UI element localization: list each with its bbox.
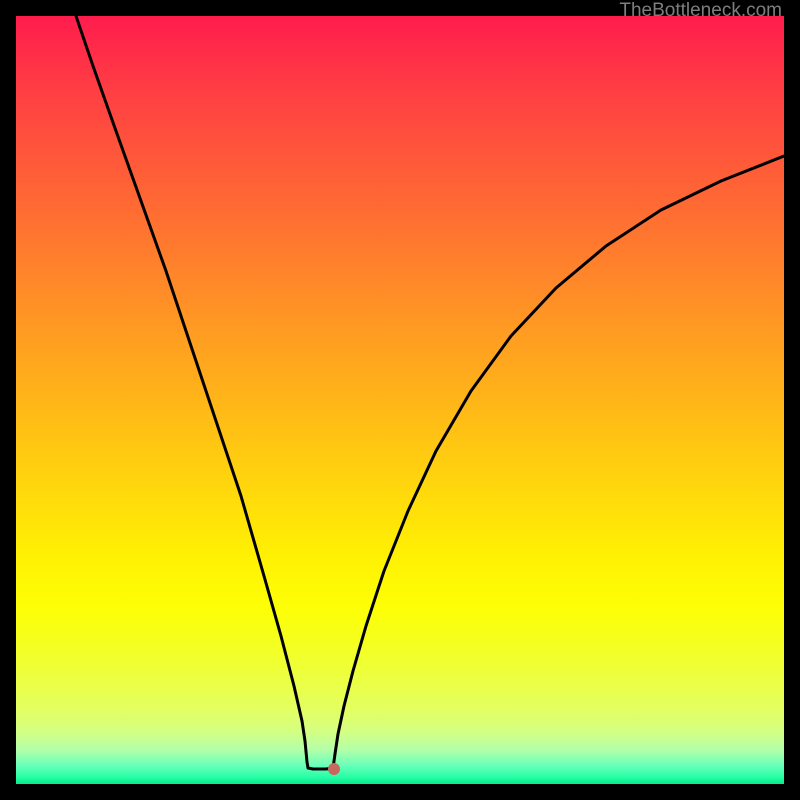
curve-layer [16, 16, 784, 784]
optimum-marker [328, 763, 340, 775]
watermark-text: TheBottleneck.com [619, 0, 782, 22]
plot-area [16, 16, 784, 784]
bottleneck-curve [76, 16, 784, 769]
